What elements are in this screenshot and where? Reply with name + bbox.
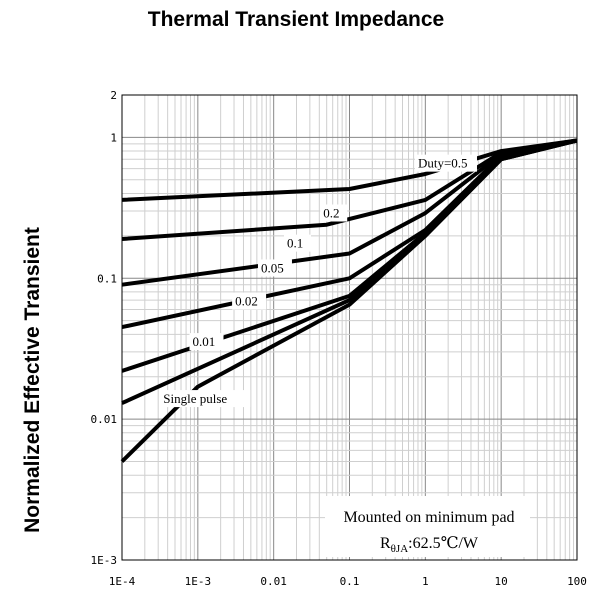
series-label-bg — [414, 154, 477, 172]
x-tick-label: 1 — [422, 575, 429, 588]
chart-title: Thermal Transient Impedance — [147, 8, 445, 31]
series-label: 0.01 — [192, 334, 215, 349]
series-label-bg — [320, 204, 348, 222]
annotation-line-1: Mounted on minimum pad — [343, 509, 514, 526]
annotation-subscript: θJA — [391, 543, 409, 555]
series-label: 0.1 — [287, 236, 303, 251]
tick-labels: 1E-4 1E-3 0.01 0.1 1 10 100 2 1 0.1 0.01 1E-3 — [91, 89, 587, 588]
annotation-box: Mounted on minimum pad RθJA:62.5℃/W — [325, 496, 530, 557]
y-tick-label: 2 — [110, 89, 117, 102]
plot-frame — [121, 94, 578, 561]
series-label: 0.2 — [323, 206, 339, 221]
x-tick-label: 1E-4 — [109, 575, 136, 588]
series-label-bg — [284, 234, 312, 252]
y-tick-label: 1 — [110, 131, 117, 144]
series-label: 0.05 — [261, 260, 284, 275]
annotation-value: :62.5℃/W — [408, 535, 479, 552]
series-label: Single pulse — [163, 391, 227, 406]
y-tick-label: 1E-3 — [91, 554, 118, 567]
annotation-r: R — [380, 535, 391, 552]
x-tick-label: 100 — [567, 575, 587, 588]
series-label-bg — [160, 390, 251, 408]
y-tick-label: 0.1 — [97, 272, 117, 285]
y-tick-label: 0.01 — [91, 413, 118, 426]
series-labels: Duty=0.5 0.2 0.10.05 0.02 0.01 Single pulse — [160, 154, 477, 408]
series-label: Duty=0.5 — [418, 156, 468, 171]
series-label-bg — [189, 333, 224, 351]
series-label: 0.02 — [235, 294, 258, 309]
series-label-bg — [232, 292, 267, 310]
x-tick-label: 0.01 — [260, 575, 287, 588]
x-tick-label: 10 — [495, 575, 508, 588]
series-label-bg — [257, 259, 292, 277]
annotation-line-2: RθJA:62.5℃/W — [380, 535, 479, 555]
grid-lines — [121, 94, 577, 561]
x-tick-label: 0.1 — [340, 575, 360, 588]
x-tick-label: 1E-3 — [185, 575, 212, 588]
